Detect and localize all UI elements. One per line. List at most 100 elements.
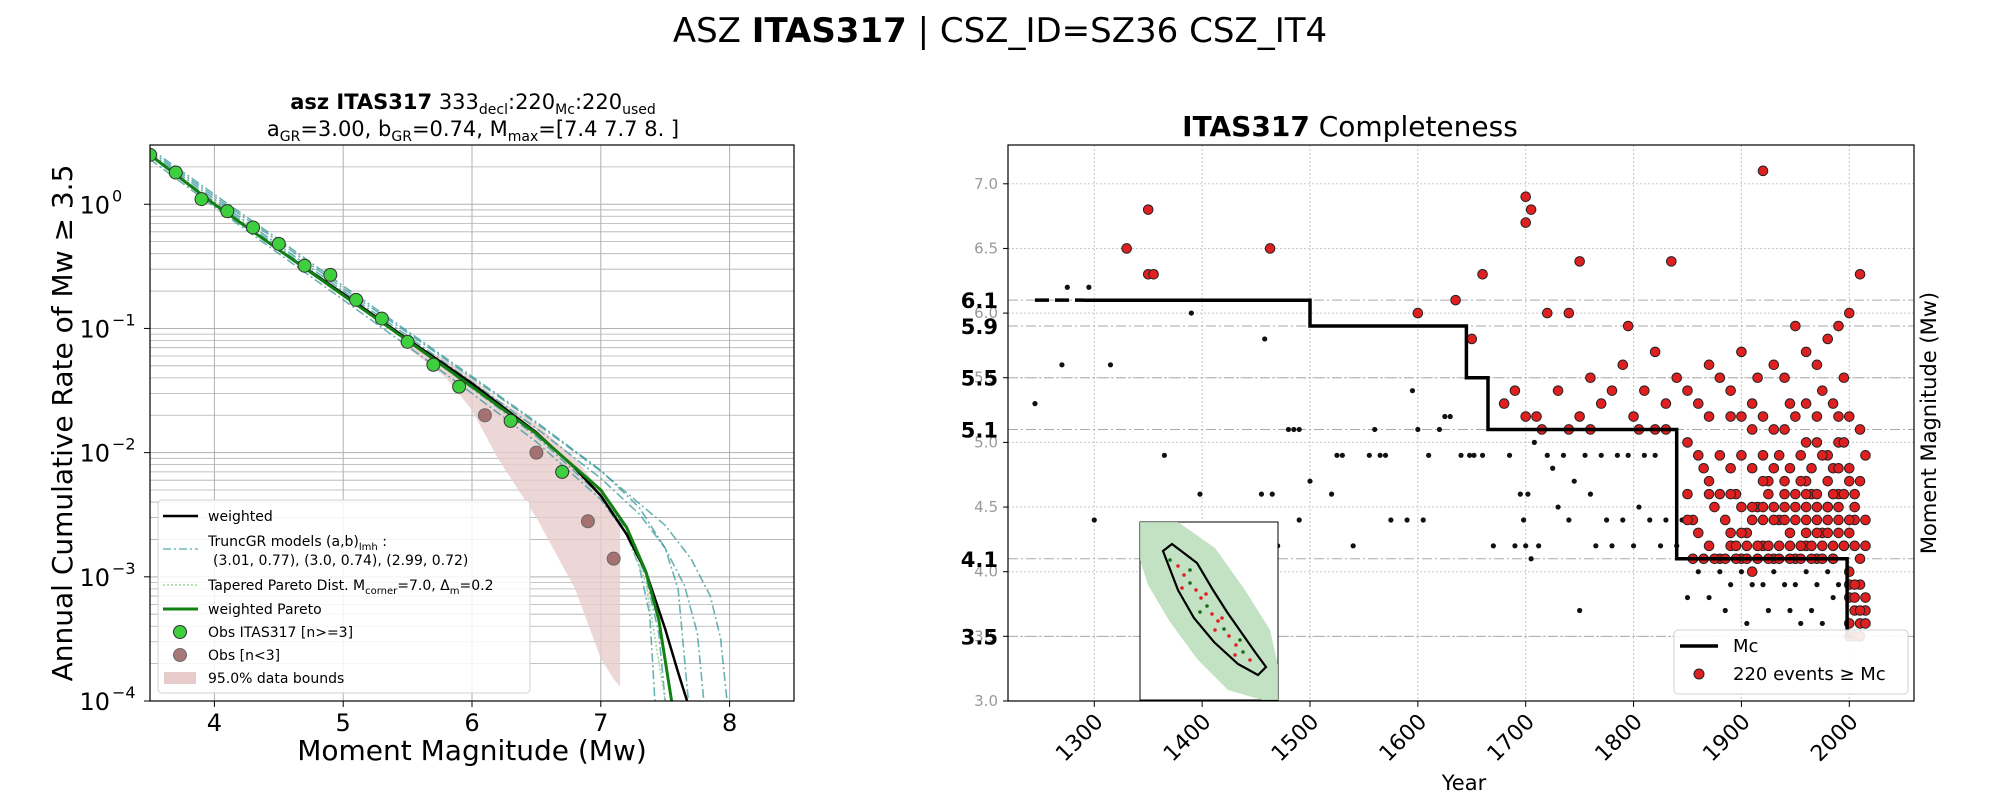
left-y-tick-label: 10 xyxy=(79,564,110,592)
event-above-mc xyxy=(1838,540,1850,552)
event-below-mc xyxy=(1604,517,1610,523)
event-above-mc xyxy=(1520,191,1532,203)
event-above-mc xyxy=(1843,411,1855,422)
left-y-tick-exponent: −4 xyxy=(112,683,136,702)
event-above-mc xyxy=(1833,514,1844,526)
event-below-mc xyxy=(1792,582,1798,588)
event-above-mc xyxy=(1552,385,1564,396)
event-above-mc xyxy=(1811,488,1823,500)
obs-point xyxy=(555,464,570,479)
event-below-mc xyxy=(1536,543,1542,549)
map-event-dot xyxy=(1227,634,1231,638)
event-above-mc xyxy=(1525,204,1537,215)
event-below-mc xyxy=(1781,582,1788,588)
event-above-mc xyxy=(1849,579,1860,590)
event-below-mc xyxy=(1684,594,1691,601)
event-below-mc xyxy=(1760,582,1766,588)
event-above-mc xyxy=(1698,462,1709,474)
event-above-mc xyxy=(1784,398,1796,409)
event-below-mc xyxy=(1372,426,1378,433)
event-above-mc xyxy=(1639,385,1650,396)
event-below-mc xyxy=(1803,569,1809,575)
bounds-area xyxy=(407,340,621,687)
event-above-mc xyxy=(1849,592,1860,603)
event-below-mc xyxy=(1808,607,1815,614)
event-above-mc xyxy=(1142,204,1154,215)
event-above-mc xyxy=(1849,501,1860,513)
legend-obs-marker xyxy=(173,625,187,639)
event-above-mc xyxy=(1860,592,1871,603)
event-above-mc xyxy=(1617,359,1629,371)
event-below-mc xyxy=(1630,543,1637,549)
event-below-mc xyxy=(1420,517,1426,523)
event-below-mc xyxy=(1377,452,1383,458)
right-y-tick-label: 6.0 xyxy=(974,304,998,322)
event-above-mc xyxy=(1811,411,1823,422)
event-above-mc xyxy=(1795,475,1807,487)
event-above-mc xyxy=(1800,488,1812,500)
legend-obs-small-label: Obs [n<3] xyxy=(208,648,280,664)
left-y-tick-exponent: −3 xyxy=(112,559,136,578)
event-above-mc xyxy=(1838,488,1850,500)
event-below-mc xyxy=(1447,413,1453,420)
left-chart-title: asz ITAS317 333decl:220Mc:220used xyxy=(290,90,656,118)
obs-point xyxy=(194,192,209,207)
event-above-mc xyxy=(1773,540,1785,552)
right-x-axis-label: Year xyxy=(1441,771,1487,795)
event-above-mc xyxy=(1148,269,1159,280)
event-above-mc xyxy=(1795,540,1807,552)
left-y-tick-label: 10 xyxy=(79,688,110,716)
event-above-mc xyxy=(1757,475,1769,487)
legend-weighted-label: weighted xyxy=(208,509,273,525)
event-below-mc xyxy=(1307,478,1313,484)
event-above-mc xyxy=(1811,437,1823,448)
event-below-mc xyxy=(1059,362,1065,368)
map-event-dot xyxy=(1233,653,1237,657)
event-below-mc xyxy=(1490,543,1496,549)
right-plot-area xyxy=(1032,165,1871,642)
map-event-dot xyxy=(1188,568,1192,572)
mc-level-label: 6.1 xyxy=(961,289,998,313)
event-below-mc xyxy=(1091,517,1097,523)
event-above-mc xyxy=(1703,488,1715,500)
right-y-tick-label: 7.0 xyxy=(974,175,998,193)
event-below-mc xyxy=(1550,465,1556,471)
map-event-dot xyxy=(1238,638,1242,642)
event-below-mc xyxy=(1798,620,1804,627)
obs-small-point xyxy=(580,514,595,529)
obs-point xyxy=(323,267,338,282)
event-above-mc xyxy=(1746,398,1758,409)
event-below-mc xyxy=(1555,504,1561,510)
event-below-mc xyxy=(1587,491,1594,497)
event-below-mc xyxy=(1528,556,1534,562)
map-event-dot xyxy=(1220,616,1224,620)
event-above-mc xyxy=(1736,450,1747,461)
event-above-mc xyxy=(1822,501,1834,513)
event-above-mc xyxy=(1860,618,1871,629)
map-event-dots xyxy=(1168,558,1252,662)
event-above-mc xyxy=(1827,540,1839,552)
event-above-mc xyxy=(1757,165,1769,177)
event-below-mc xyxy=(1738,569,1745,575)
event-above-mc xyxy=(1692,398,1704,409)
event-above-mc xyxy=(1660,398,1672,409)
event-above-mc xyxy=(1412,307,1424,319)
event-above-mc xyxy=(1843,462,1855,474)
event-below-mc xyxy=(1032,401,1038,407)
event-below-mc xyxy=(1641,452,1647,458)
event-above-mc xyxy=(1736,346,1747,358)
mc-level-label: 3.5 xyxy=(961,625,998,649)
obs-point xyxy=(271,236,286,251)
left-y-tick-label: 10 xyxy=(79,315,110,343)
event-below-mc xyxy=(1409,388,1416,394)
event-above-mc xyxy=(1827,488,1839,500)
right-axes-frame xyxy=(1007,144,1915,702)
right-y-tick-label: 3.5 xyxy=(974,627,998,645)
event-above-mc xyxy=(1811,501,1823,513)
event-below-mc xyxy=(1593,543,1599,549)
event-above-mc xyxy=(1768,514,1780,526)
map-event-dot xyxy=(1194,588,1198,592)
event-below-mc xyxy=(1577,607,1583,614)
event-above-mc xyxy=(1811,514,1823,526)
map-event-dot xyxy=(1248,658,1252,662)
